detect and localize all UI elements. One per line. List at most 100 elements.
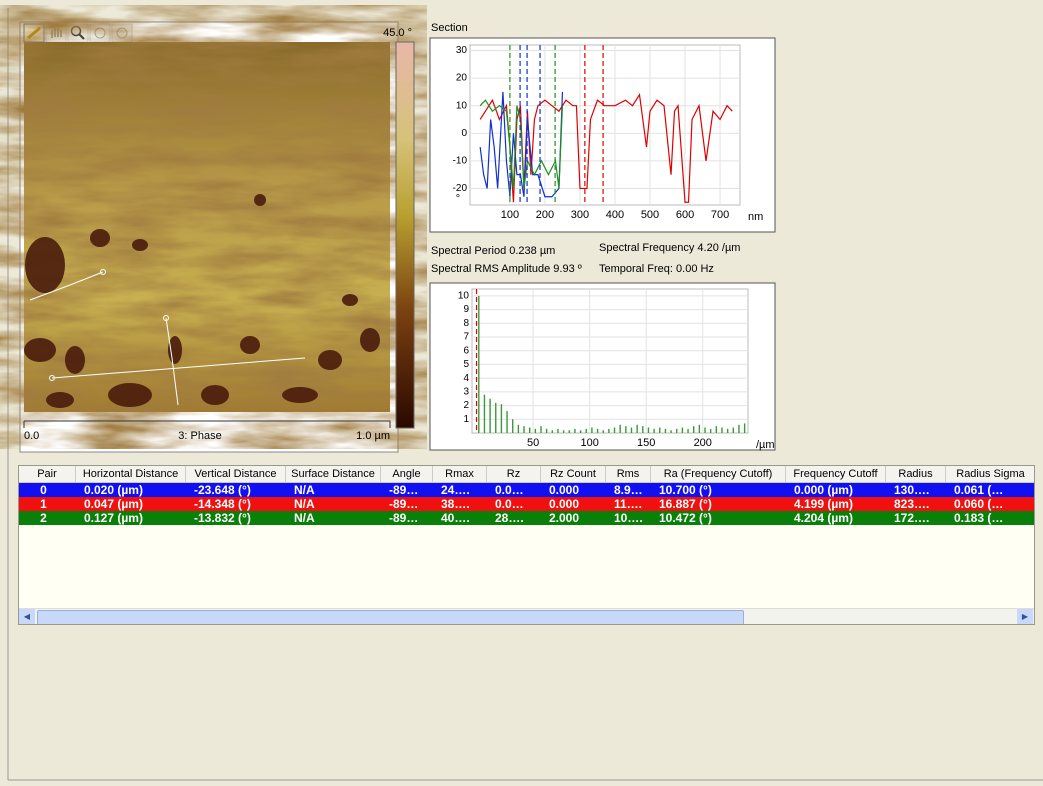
table-cell: 4.199 (µm)	[794, 497, 886, 511]
column-header[interactable]: Vertical Distance	[186, 466, 286, 482]
y-tick-label: 10	[458, 290, 470, 301]
y-tick-label: 4	[463, 373, 469, 384]
y-tick-label: 7	[463, 332, 469, 343]
scroll-arrow[interactable]: ◀	[19, 609, 35, 624]
spectrum-bar	[699, 425, 700, 433]
column-header[interactable]: Horizontal Distance	[76, 466, 186, 482]
spectrum-bar	[512, 419, 513, 433]
column-header[interactable]: Radius	[886, 466, 946, 482]
spectrum-bar	[569, 430, 570, 433]
y-tick-label: 5	[463, 359, 469, 370]
table-cell: 1	[19, 497, 68, 511]
column-header[interactable]: Pair	[19, 466, 76, 482]
table-cell: 28….	[495, 511, 541, 525]
spectrum-bar	[687, 429, 688, 433]
table-cell: 10.472 (°)	[659, 511, 786, 525]
results-table: PairHorizontal DistanceVertical Distance…	[18, 465, 1035, 625]
table-cell: 10….	[614, 511, 651, 525]
table-cell: 0.000	[549, 483, 606, 497]
column-header[interactable]: Ra (Frequency Cutoff)	[651, 466, 786, 482]
spectrum-bar	[563, 430, 564, 433]
y-tick-label: 30	[456, 45, 468, 56]
column-header[interactable]: Rz Count	[541, 466, 606, 482]
table-cell: 38….	[441, 497, 487, 511]
spectrum-bar	[484, 395, 485, 433]
spectrum-bar	[557, 429, 558, 433]
spectrum-bar	[682, 428, 683, 433]
spectrum-bar	[721, 428, 722, 433]
spectrum-bar	[495, 403, 496, 433]
table-cell: 0.060 (…	[954, 497, 1035, 511]
table-cell: 10.700 (°)	[659, 483, 786, 497]
x-tick-label: 500	[641, 209, 659, 221]
spectrum-bar	[518, 425, 519, 433]
column-header[interactable]: Surface Distance	[286, 466, 381, 482]
spectrum-bar	[648, 428, 649, 433]
spectrum-bar	[489, 399, 490, 433]
tool-button[interactable]	[112, 24, 132, 42]
y-tick-label: 9	[463, 304, 469, 315]
column-header[interactable]: Radius Sigma	[946, 466, 1035, 482]
table-cell: 0.127 (µm)	[84, 511, 186, 525]
spectrum-bar	[603, 430, 604, 433]
spectrum-bar	[501, 404, 502, 433]
spectral-frequency: Spectral Frequency 4.20 /µm	[599, 242, 740, 254]
y-tick-label: 8	[463, 318, 469, 329]
spectrum-bar	[727, 429, 728, 433]
scroll-thumb[interactable]	[37, 610, 744, 625]
y-tick-label: 3	[463, 386, 469, 397]
column-header[interactable]: Rms	[606, 466, 651, 482]
spectrum-bar	[631, 428, 632, 433]
spectrum-bar	[716, 426, 717, 433]
table-cell: 16.887 (°)	[659, 497, 786, 511]
column-header[interactable]: Rz	[487, 466, 541, 482]
scroll-arrow[interactable]: ▶	[1017, 609, 1033, 624]
x-tick-label: 400	[606, 209, 624, 221]
spectrum-bar	[670, 430, 671, 433]
section-title: Section	[431, 22, 468, 34]
spectral-period: Spectral Period 0.238 µm	[431, 245, 555, 257]
color-max: 45.0 °	[383, 27, 412, 39]
table-cell: N/A	[294, 483, 381, 497]
table-cell: 0.0…	[495, 497, 541, 511]
table-cell: 0.0…	[495, 483, 541, 497]
table-cell: -89…	[389, 497, 433, 511]
table-cell: -23.648 (°)	[194, 483, 286, 497]
scale-end: 1.0 µm	[356, 430, 390, 442]
column-header[interactable]: Frequency Cutoff	[786, 466, 886, 482]
table-cell: 823….	[894, 497, 946, 511]
y-tick-label: 20	[456, 73, 468, 84]
x-tick-label: 100	[580, 437, 598, 449]
spectrum-bar	[535, 429, 536, 433]
spectrum-bar	[659, 428, 660, 433]
spectrum-bar	[597, 429, 598, 433]
column-header[interactable]: Rmax	[433, 466, 487, 482]
plot-area	[472, 289, 748, 433]
spectrum-bar	[574, 429, 575, 433]
spectrum-bar	[744, 423, 745, 433]
table-cell: 8.9…	[614, 483, 651, 497]
x-tick-label: 100	[501, 209, 519, 221]
table-cell: 0.020 (µm)	[84, 483, 186, 497]
x-tick-label: 200	[694, 437, 712, 449]
tool-button[interactable]	[46, 24, 66, 42]
tool-button[interactable]	[90, 24, 110, 42]
column-header[interactable]: Angle	[381, 466, 433, 482]
app: 45.0 ° 0.0 3: Phase 1.0 µm Section Spect…	[0, 0, 1043, 786]
table-cell: 4.204 (µm)	[794, 511, 886, 525]
spectrum-bar	[693, 426, 694, 433]
table-cell: -89…	[389, 511, 433, 525]
spectrum-bar	[665, 429, 666, 433]
spectrum-bar	[625, 426, 626, 433]
spectrum-bar	[506, 411, 507, 433]
color-bar	[396, 42, 414, 428]
x-tick-label: 700	[711, 209, 729, 221]
spectrum-bar	[608, 429, 609, 433]
spectral-rms: Spectral RMS Amplitude 9.93 º	[431, 263, 582, 275]
channel-label: 3: Phase	[178, 430, 221, 442]
y-tick-label: -10	[453, 156, 468, 167]
y-tick-label: 1	[463, 414, 469, 425]
